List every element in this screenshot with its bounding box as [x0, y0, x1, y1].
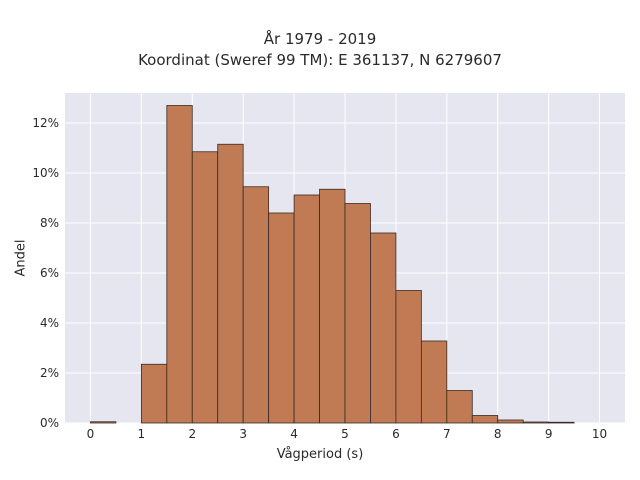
histogram-bar	[471, 415, 499, 424]
histogram-bar	[548, 421, 575, 424]
histogram-bar	[90, 421, 117, 424]
y-axis-label: Andel	[13, 239, 29, 277]
histogram-bar	[497, 419, 524, 424]
x-tick-label: 9	[545, 427, 553, 441]
bars	[90, 105, 575, 424]
y-tick-label: 10%	[32, 166, 59, 180]
x-tick-label: 4	[290, 427, 298, 441]
x-tick-label: 3	[239, 427, 247, 441]
y-tick-label: 8%	[40, 216, 59, 230]
x-tick-label: 10	[592, 427, 607, 441]
x-tick-label: 7	[443, 427, 451, 441]
histogram-bar	[446, 390, 473, 424]
histogram-bar	[370, 232, 397, 424]
histogram-bar	[319, 188, 346, 424]
histogram-bar	[522, 421, 550, 424]
histogram-bar	[242, 186, 270, 424]
x-tick-label: 6	[392, 427, 400, 441]
y-tick-label: 12%	[32, 116, 59, 130]
x-tick-label: 1	[138, 427, 146, 441]
y-tick-label: 0%	[40, 416, 59, 430]
x-axis-label: Vågperiod (s)	[276, 447, 364, 462]
histogram-bar	[420, 340, 448, 424]
histogram-bar	[166, 105, 193, 424]
y-tick-label: 2%	[40, 366, 59, 380]
y-tick-labels: 0% 2% 4% 6% 8% 10% 12%	[32, 116, 59, 430]
x-tick-label: 8	[494, 427, 502, 441]
x-tick-label: 0	[87, 427, 95, 441]
histogram-bar	[268, 212, 295, 424]
x-tick-labels: 0 1 2 3 4 5 6 7 8 9 10	[87, 427, 608, 441]
chart-title-line-1: År 1979 - 2019	[263, 30, 377, 48]
y-tick-label: 4%	[40, 316, 59, 330]
x-tick-label: 5	[341, 427, 349, 441]
histogram-bar	[217, 143, 244, 424]
histogram-bar	[191, 151, 219, 424]
x-tick-label: 2	[188, 427, 196, 441]
histogram-bar	[344, 203, 371, 424]
histogram-bar	[395, 290, 422, 424]
y-tick-label: 6%	[40, 266, 59, 280]
histogram-bar	[293, 194, 320, 424]
chart-title-line-2: Koordinat (Sweref 99 TM): E 361137, N 62…	[138, 51, 502, 69]
histogram-bar	[140, 363, 168, 424]
